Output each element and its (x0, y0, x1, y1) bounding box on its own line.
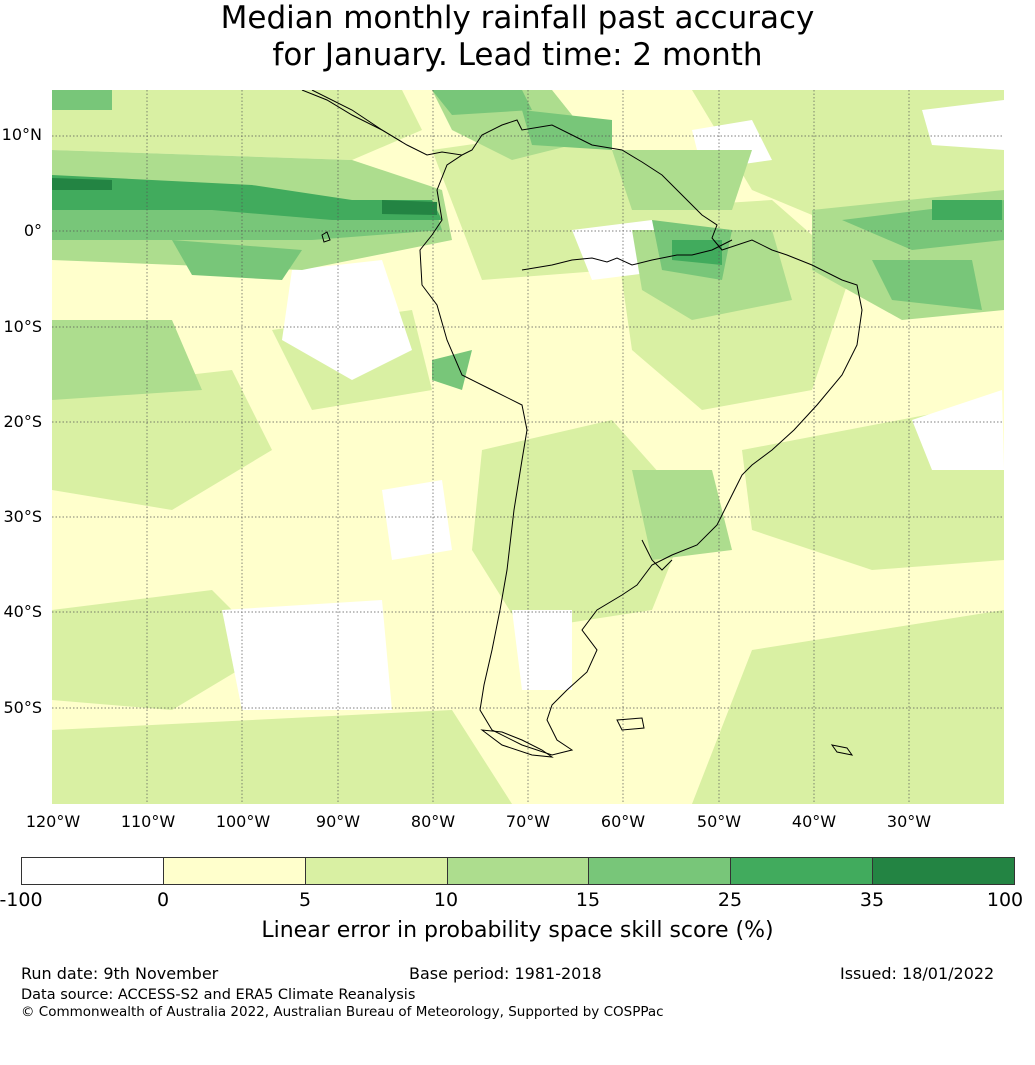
lon-label-120w: 120°W (25, 812, 81, 831)
skill-35-100-areas (52, 178, 437, 215)
lat-label-20s: 20°S (3, 412, 42, 431)
colorbar-tick-3: 5 (298, 889, 312, 911)
lon-label-100w: 100°W (215, 812, 271, 831)
lon-label-40w: 40°W (791, 812, 837, 831)
title-line-2: for January. Lead time: 2 month (272, 37, 763, 73)
colorbar-tick-4: 10 (433, 889, 459, 911)
amazon-river (521, 239, 733, 271)
run-date: Run date: 9th November (21, 964, 219, 983)
galapagos (321, 231, 331, 243)
base-period: Base period: 1981-2018 (409, 964, 602, 983)
tierra-del-fuego (480, 729, 554, 758)
colorbar-tick-2: 0 (156, 889, 170, 911)
lat-label-30s: 30°S (3, 507, 42, 526)
colorbar-seg-3 (305, 858, 448, 884)
colorbar (21, 857, 1015, 885)
colorbar-tick-7: 35 (859, 889, 885, 911)
lon-label-80w: 80°W (410, 812, 456, 831)
colorbar-tick-5: 15 (575, 889, 601, 911)
skill-score-map (52, 90, 1004, 804)
central-america-coast (301, 90, 403, 143)
colorbar-tick-6: 25 (717, 889, 743, 911)
skill-below-0-areas (222, 100, 1004, 710)
map-title: Median monthly rainfall past accuracy fo… (0, 0, 1035, 74)
lon-label-50w: 50°W (696, 812, 742, 831)
lon-label-110w: 110°W (120, 812, 176, 831)
south-america-coast (311, 90, 863, 756)
falklands (616, 717, 645, 731)
coastline (301, 90, 863, 758)
rio-de-la-plata (641, 539, 673, 571)
lat-label-10n: 10°N (1, 125, 42, 144)
lat-label-10s: 10°S (3, 317, 42, 336)
lat-label-40s: 40°S (3, 602, 42, 621)
title-line-1: Median monthly rainfall past accuracy (220, 0, 815, 36)
colorbar-tick-1: -100 (0, 889, 43, 911)
lon-label-70w: 70°W (505, 812, 551, 831)
south-georgia (830, 744, 854, 756)
colorbar-seg-2 (163, 858, 306, 884)
lat-label-0: 0° (23, 221, 42, 240)
colorbar-seg-6 (731, 858, 874, 884)
graticule (52, 90, 1004, 804)
colorbar-label: Linear error in probability space skill … (261, 918, 774, 943)
lat-label-50s: 50°S (3, 698, 42, 717)
issued-date: Issued: 18/01/2022 (840, 964, 995, 983)
colorbar-seg-7 (873, 858, 1015, 884)
colorbar-seg-5 (589, 858, 732, 884)
lon-label-60w: 60°W (600, 812, 646, 831)
colorbar-seg-4 (447, 858, 590, 884)
skill-25-35-areas (52, 175, 1002, 265)
copyright: © Commonwealth of Australia 2022, Austra… (21, 1004, 664, 1020)
colorbar-tick-8: 100 (986, 889, 1024, 911)
data-source: Data source: ACCESS-S2 and ERA5 Climate … (21, 987, 416, 1003)
lon-label-90w: 90°W (315, 812, 361, 831)
colorbar-seg-1 (22, 858, 164, 884)
lon-label-30w: 30°W (886, 812, 932, 831)
